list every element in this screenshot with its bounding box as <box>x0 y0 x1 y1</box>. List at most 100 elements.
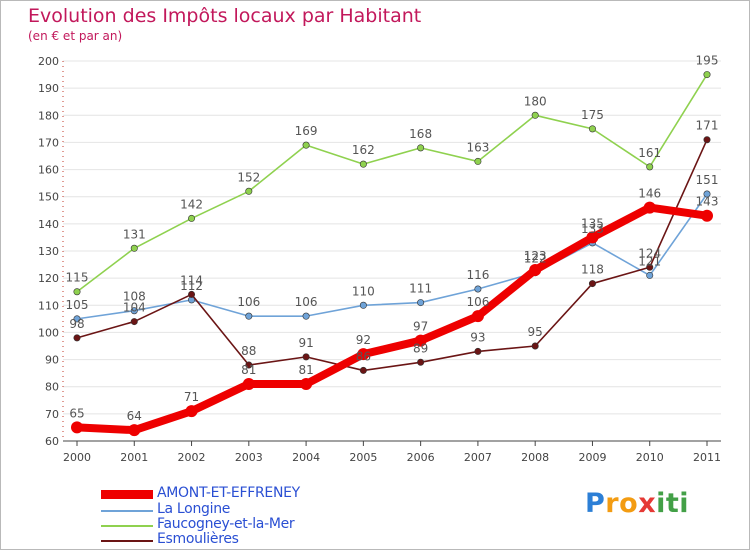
y-tick-label: 90 <box>45 354 59 367</box>
chart-title: Evolution des Impôts locaux par Habitant <box>28 5 422 27</box>
series-line <box>76 193 708 320</box>
y-tick-label: 120 <box>38 272 59 285</box>
data-point <box>300 378 313 390</box>
data-label: 111 <box>409 282 432 296</box>
data-point <box>417 144 425 152</box>
logo-letter: x <box>638 488 657 519</box>
y-tick-label: 100 <box>38 326 59 339</box>
data-label: 151 <box>696 173 719 187</box>
data-point <box>417 299 425 307</box>
data-point <box>701 209 713 222</box>
y-tick-label: 130 <box>38 245 59 258</box>
y-tick-label: 60 <box>45 435 59 448</box>
data-point <box>357 348 370 361</box>
x-tick-label: 2008 <box>521 451 549 464</box>
data-point <box>529 264 542 276</box>
data-label: 142 <box>180 197 203 211</box>
data-point <box>245 187 253 195</box>
data-point <box>73 315 81 323</box>
y-tick-label: 80 <box>45 381 59 394</box>
data-point <box>128 424 141 437</box>
data-point <box>71 421 83 434</box>
data-label: 64 <box>127 409 142 423</box>
data-label: 143 <box>696 195 719 209</box>
data-point <box>703 71 711 79</box>
data-point <box>359 366 367 374</box>
data-label: 98 <box>69 317 84 331</box>
x-tick-label: 2002 <box>178 451 206 464</box>
data-point <box>242 378 255 390</box>
data-label: 88 <box>241 344 256 358</box>
data-label: 152 <box>237 170 260 184</box>
data-point <box>359 160 367 168</box>
data-point <box>188 214 196 222</box>
data-label: 162 <box>352 143 375 157</box>
data-point <box>588 125 596 133</box>
data-label: 116 <box>466 268 489 282</box>
data-point <box>245 361 253 369</box>
x-tick-label: 2010 <box>636 451 664 464</box>
data-point <box>130 307 138 315</box>
data-label: 65 <box>69 406 84 420</box>
legend-swatch <box>101 525 153 527</box>
data-point <box>703 136 711 144</box>
data-label: 169 <box>295 124 318 138</box>
data-label: 97 <box>413 320 428 334</box>
x-tick-label: 2001 <box>120 451 148 464</box>
data-point <box>359 301 367 309</box>
logo-letter: P <box>585 488 606 519</box>
data-label: 122 <box>524 252 547 266</box>
legend-swatch <box>101 540 153 542</box>
data-point <box>531 342 539 350</box>
series-line <box>73 203 711 435</box>
legend-label: Faucogney-et-la-Mer <box>157 516 295 532</box>
data-point <box>245 312 253 320</box>
y-tick-label: 190 <box>38 82 59 95</box>
x-tick-label: 2007 <box>464 451 492 464</box>
data-point <box>130 244 138 252</box>
data-label: 86 <box>356 349 371 363</box>
data-label: 118 <box>581 263 604 277</box>
data-label: 91 <box>298 336 313 350</box>
data-label: 171 <box>696 119 719 133</box>
data-label: 92 <box>356 333 371 347</box>
data-label: 71 <box>184 390 199 404</box>
legend-label: La Longine <box>157 501 231 517</box>
x-tick-label: 2011 <box>693 451 721 464</box>
chart-subtitle: (en € et par an) <box>28 29 123 43</box>
data-label: 104 <box>123 301 146 315</box>
data-label: 133 <box>581 222 604 236</box>
logo-letter: r <box>605 488 620 519</box>
data-label: 81 <box>241 363 256 377</box>
y-tick-label: 150 <box>38 191 59 204</box>
data-point <box>646 163 654 171</box>
y-tick-label: 160 <box>38 164 59 177</box>
y-tick-label: 70 <box>45 408 59 421</box>
data-point <box>474 347 482 355</box>
y-tick-label: 110 <box>38 299 59 312</box>
legend-swatch <box>101 510 153 512</box>
data-label: 106 <box>295 295 318 309</box>
data-point <box>414 334 427 347</box>
legend-label: AMONT-ET-EFFRENEY <box>157 485 300 501</box>
data-point <box>588 280 596 288</box>
series-line <box>76 73 708 293</box>
x-tick-label: 2005 <box>349 451 377 464</box>
data-point <box>302 141 310 149</box>
data-point <box>130 318 138 326</box>
data-point <box>73 334 81 342</box>
legend-label: Esmoulières <box>157 531 239 547</box>
logo-letter: o <box>619 488 639 519</box>
data-label: 115 <box>66 271 89 285</box>
data-label: 81 <box>298 363 313 377</box>
logo-letter: i <box>679 488 690 519</box>
data-label: 195 <box>696 54 719 68</box>
data-label: 161 <box>638 146 661 160</box>
data-label: 95 <box>528 325 543 339</box>
data-label: 106 <box>237 295 260 309</box>
data-label: 131 <box>123 227 146 241</box>
data-label: 106 <box>466 295 489 309</box>
data-label: 93 <box>470 330 485 344</box>
